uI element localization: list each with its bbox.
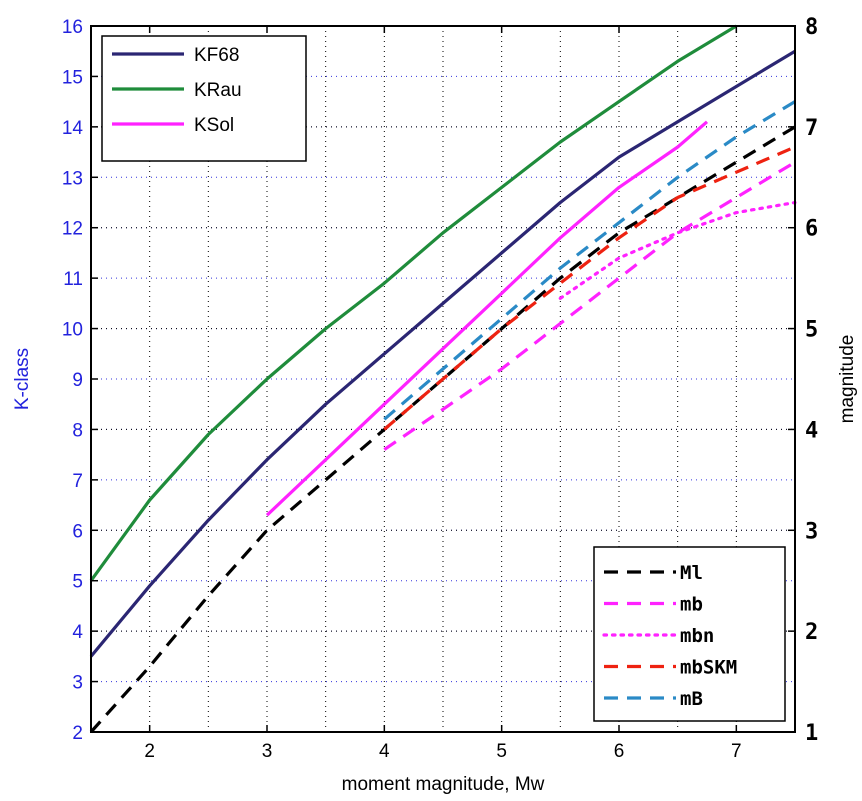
series-line-mbn	[558, 200, 797, 300]
series-line-mb	[383, 100, 796, 421]
x-tick-label: 4	[379, 741, 390, 762]
y-tick-label-left: 6	[72, 521, 83, 542]
legend-label-kf68: KF68	[194, 45, 239, 66]
series-line-krau	[89, 24, 738, 582]
y-tick-label-left: 2	[72, 723, 83, 744]
legend-label-ksol: KSol	[194, 115, 234, 136]
y-tick-label-left: 10	[62, 320, 83, 341]
legend-label-mbn: mbn	[680, 625, 714, 647]
y-tick-label-left: 3	[72, 673, 83, 694]
y-tick-label-right: 3	[805, 519, 818, 544]
y-tick-label-right: 4	[805, 418, 818, 443]
legend-top-left: KF68 KRau KSol	[101, 35, 307, 162]
y-tick-label-left: 5	[72, 572, 83, 593]
x-tick-label: 3	[262, 741, 273, 762]
legend-label-mbskm: mbSKM	[680, 657, 737, 679]
y-tick-label-left: 7	[72, 471, 83, 492]
y-tick-label-left: 15	[62, 67, 83, 88]
y-tick-label-right: 1	[805, 721, 818, 746]
y-axis-label-right: magnitude	[837, 335, 858, 424]
legend-bottom-right: Ml mb mbn mbSKM mB	[593, 546, 786, 722]
series-line-kf68	[89, 49, 796, 658]
series-line-mbskm	[383, 145, 796, 431]
y-tick-label-left: 12	[62, 219, 83, 240]
x-tick-label: 6	[614, 741, 625, 762]
legend-label-krau: KRau	[194, 80, 242, 101]
x-tick-label: 2	[144, 741, 155, 762]
legend-label-ml: Ml	[680, 562, 703, 584]
y-tick-label-right: 5	[805, 318, 818, 343]
y-axis-label-left: K-class	[12, 348, 33, 410]
legend-bottom-right-box	[593, 546, 786, 722]
x-tick-label: 7	[731, 741, 742, 762]
series-line-ksol	[265, 120, 709, 517]
y-tick-label-right: 6	[805, 217, 818, 242]
y-tick-label-left: 8	[72, 420, 83, 441]
y-tick-label-left: 11	[63, 269, 83, 290]
y-tick-label-left: 13	[62, 168, 83, 189]
legend-label-mb: mb	[680, 594, 703, 616]
x-axis-label: moment magnitude, Mw	[342, 774, 545, 795]
y-tick-label-right: 8	[805, 15, 818, 40]
y-tick-label-left: 4	[72, 622, 83, 643]
series-layer	[89, 24, 797, 734]
y-tick-label-left: 16	[62, 17, 83, 38]
series-line-mb	[383, 160, 796, 451]
legend-top-left-box	[101, 35, 307, 162]
y-tick-label-left: 9	[72, 370, 83, 391]
x-tick-label: 5	[496, 741, 507, 762]
y-tick-label-left: 14	[62, 118, 84, 139]
y-tick-label-right: 2	[805, 620, 818, 645]
y-tick-label-right: 7	[805, 116, 818, 141]
legend-label-mb: mB	[680, 688, 703, 710]
